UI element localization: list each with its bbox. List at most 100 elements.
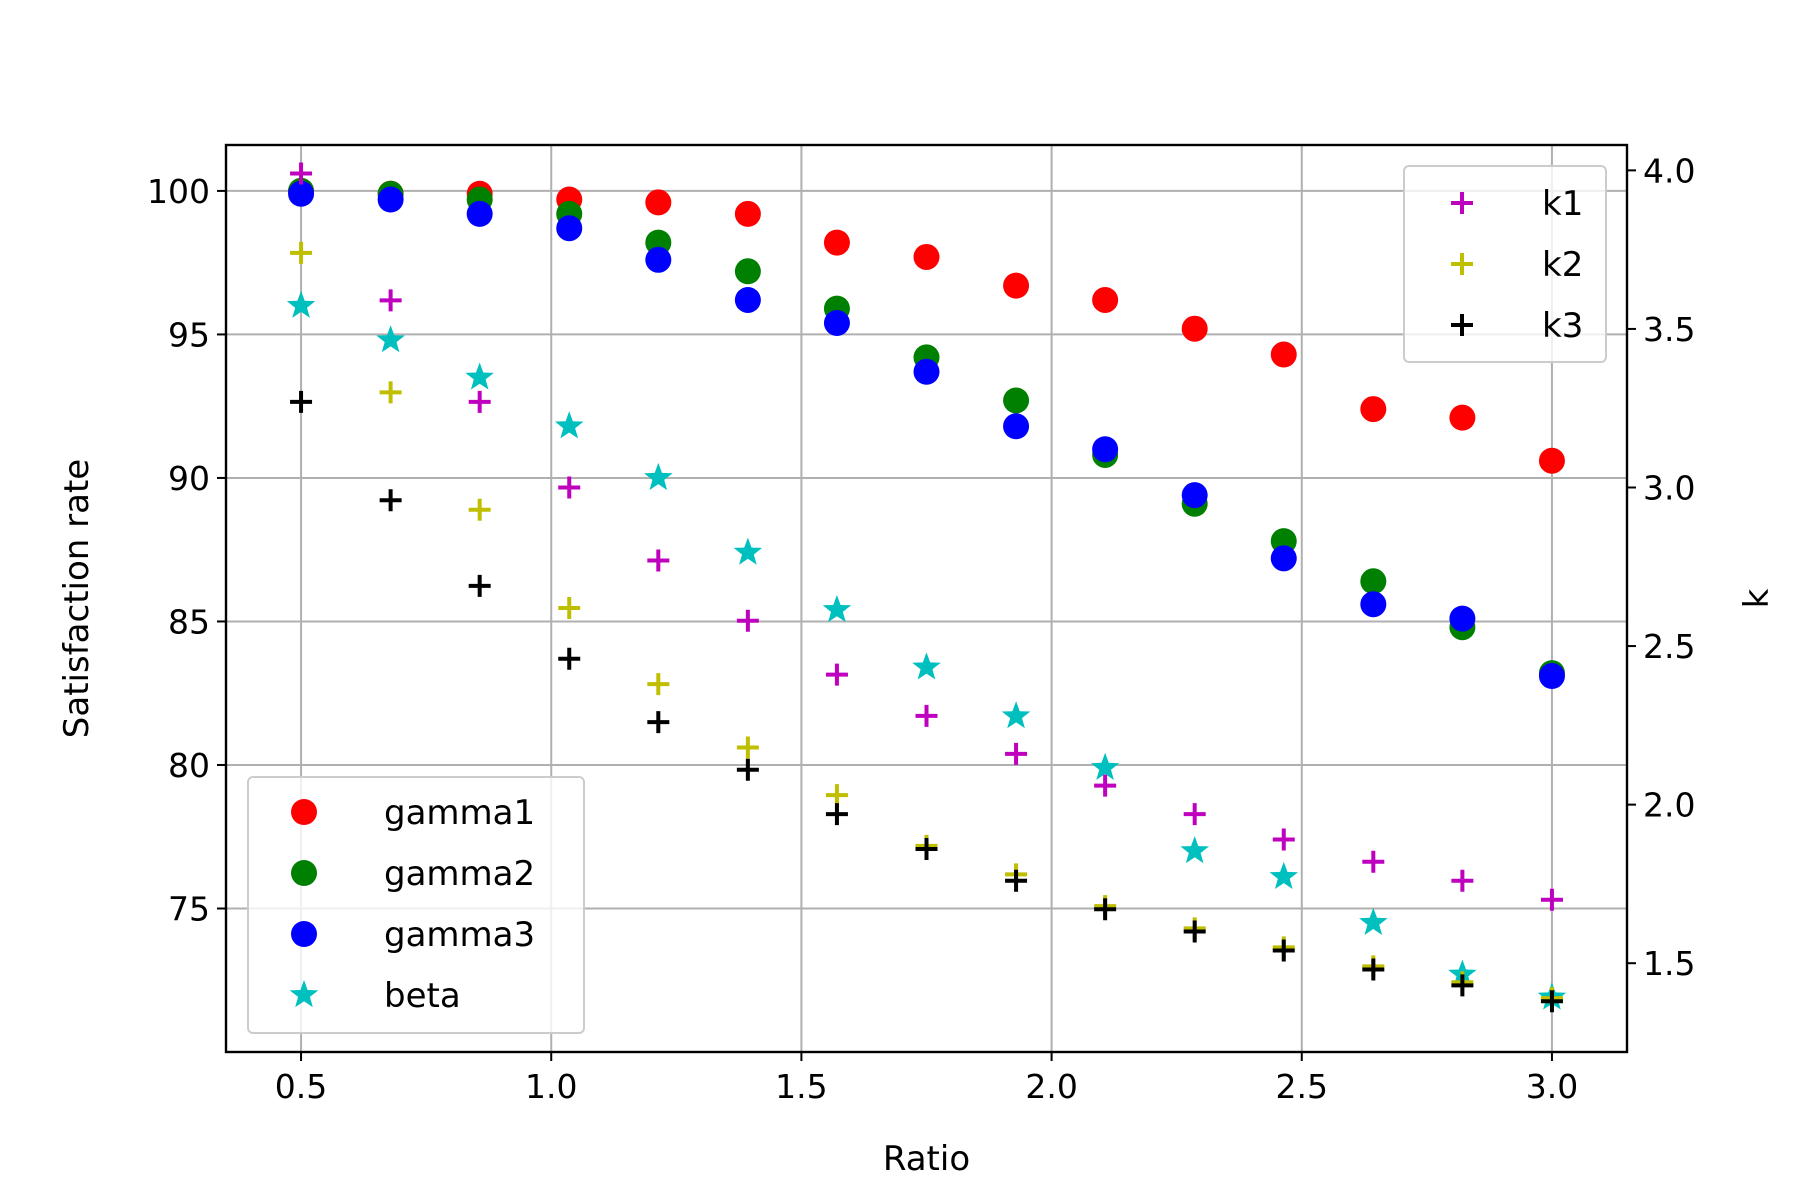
k1-point xyxy=(1540,888,1563,911)
plot-frame xyxy=(224,143,1629,1054)
k1-point xyxy=(468,390,491,413)
x-tick-label: 1.0 xyxy=(525,1067,577,1106)
legend-box xyxy=(247,776,585,1034)
beta-point xyxy=(912,652,941,680)
gamma2-point xyxy=(1003,387,1030,414)
y-tick-label: 85 xyxy=(168,602,210,641)
k2-point xyxy=(290,241,313,264)
gamma1-point xyxy=(823,229,850,256)
series-k1 xyxy=(290,162,1563,911)
legend-label-k3: k3 xyxy=(1542,306,1583,346)
gamma1-point xyxy=(1360,396,1387,423)
beta-point xyxy=(465,362,494,390)
beta-point xyxy=(1090,752,1120,780)
gamma1-point xyxy=(734,200,761,227)
x-tick-label: 2.0 xyxy=(1025,1067,1077,1106)
gamma3-point xyxy=(913,358,940,385)
k1-point xyxy=(1362,850,1385,873)
k1-point xyxy=(1183,803,1206,826)
right-y-axis-label: k xyxy=(1737,588,1777,608)
beta-point xyxy=(644,462,673,491)
k1-point xyxy=(558,476,581,499)
beta-point xyxy=(555,411,584,439)
legend-marker-beta xyxy=(289,980,319,1008)
axis-ticks: 0.5 1.0 1.5 2.0 2.5 3.0 75 80 85 90 95 100 1.5 2.0 2.5… xyxy=(147,151,1695,1106)
gamma1-point xyxy=(1538,447,1565,474)
y2-tick-label: 3.5 xyxy=(1643,310,1695,349)
gamma3-point xyxy=(645,246,672,273)
x-axis-label: Ratio xyxy=(883,1139,970,1179)
gamma2-point xyxy=(1360,568,1387,595)
gamma3-point xyxy=(1092,436,1119,463)
k1-point xyxy=(290,162,313,185)
gamma1-point xyxy=(913,243,940,270)
k1-point xyxy=(1272,828,1295,851)
gamma3-point xyxy=(288,180,315,207)
series-gamma3 xyxy=(288,180,1565,689)
gamma1-point xyxy=(1092,286,1119,313)
legend-box xyxy=(1403,165,1607,363)
k1-point xyxy=(1005,742,1028,765)
k1-point xyxy=(736,609,759,632)
k3-point xyxy=(1183,920,1206,943)
k3-point xyxy=(1451,974,1474,997)
gamma3-point xyxy=(1181,482,1208,509)
gamma3-point xyxy=(466,200,493,227)
beta-point xyxy=(822,595,852,623)
y2-tick-label: 3.0 xyxy=(1643,469,1695,508)
k3-point xyxy=(1005,869,1028,892)
y-axis-label: Satisfaction rate xyxy=(57,459,97,738)
gamma3-point xyxy=(1270,545,1297,572)
k3-point xyxy=(647,711,670,734)
y2-tick-label: 2.0 xyxy=(1643,786,1695,825)
k3-point xyxy=(1362,958,1385,981)
beta-point xyxy=(1359,907,1388,935)
k3-point xyxy=(736,758,759,781)
beta-point xyxy=(1001,701,1031,729)
legend-label-k1: k1 xyxy=(1542,184,1583,224)
y-tick-label: 90 xyxy=(168,459,210,498)
legend-marker-k2 xyxy=(1451,253,1473,275)
gamma1-point xyxy=(1449,404,1476,431)
k2-point xyxy=(825,784,848,807)
k3-point xyxy=(468,574,491,597)
k1-point xyxy=(647,549,670,572)
k3-point xyxy=(1272,939,1295,962)
k3-point xyxy=(558,647,581,670)
gamma3-point xyxy=(1360,591,1387,618)
gamma3-point xyxy=(1538,662,1565,689)
beta-point xyxy=(733,537,763,565)
gamma3-point xyxy=(556,215,583,242)
series-k3 xyxy=(290,390,1563,1013)
k3-point xyxy=(1540,990,1563,1013)
beta-point xyxy=(376,325,405,353)
legend-label-beta: beta xyxy=(384,976,461,1016)
legend-label-gamma3: gamma3 xyxy=(384,915,535,955)
k1-point xyxy=(1094,774,1117,797)
k3-point xyxy=(290,390,313,413)
legend-gamma-beta: gamma1 gamma2 gamma3 beta xyxy=(247,776,585,1034)
k1-point xyxy=(1451,869,1474,892)
k3-point xyxy=(379,489,402,512)
gamma1-point xyxy=(645,189,672,216)
legend-marker-gamma3 xyxy=(291,921,317,947)
legend-label-gamma1: gamma1 xyxy=(384,793,535,833)
beta-point xyxy=(1180,836,1209,864)
gamma3-point xyxy=(734,286,761,313)
k3-point xyxy=(825,803,848,826)
x-tick-label: 1.5 xyxy=(775,1067,827,1106)
y-tick-label: 95 xyxy=(168,315,210,354)
gamma1-point xyxy=(1270,341,1297,368)
y-tick-label: 100 xyxy=(147,172,210,211)
gamma1-point xyxy=(1181,315,1208,342)
y-tick-label: 75 xyxy=(168,889,210,928)
legend-label-k2: k2 xyxy=(1542,245,1583,285)
y2-tick-label: 1.5 xyxy=(1643,944,1695,983)
legend-marker-gamma1 xyxy=(291,799,317,825)
x-tick-label: 3.0 xyxy=(1526,1067,1578,1106)
k3-point xyxy=(1094,898,1117,921)
k2-point xyxy=(558,597,581,620)
k2-point xyxy=(468,498,491,521)
gamma1-point xyxy=(1003,272,1030,299)
